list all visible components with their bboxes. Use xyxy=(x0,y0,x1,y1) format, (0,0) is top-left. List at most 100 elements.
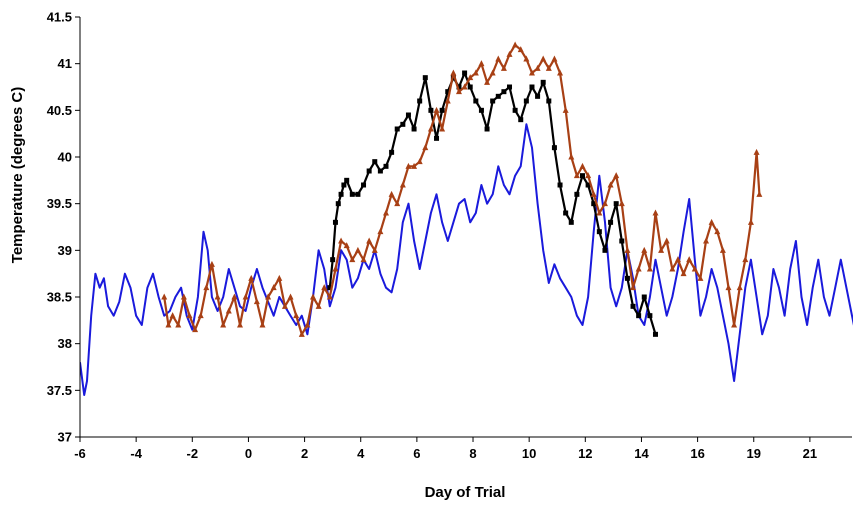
data-point xyxy=(169,312,176,319)
data-point xyxy=(422,75,428,81)
data-point xyxy=(341,182,347,188)
data-point xyxy=(394,126,400,132)
data-point xyxy=(472,69,479,76)
data-point xyxy=(478,107,484,113)
data-point xyxy=(641,294,647,300)
data-point xyxy=(360,256,367,263)
data-point xyxy=(674,256,681,263)
data-point xyxy=(652,331,658,337)
data-point xyxy=(416,158,423,165)
data-point xyxy=(287,293,294,300)
data-point xyxy=(534,64,541,71)
data-point xyxy=(719,246,726,253)
data-point xyxy=(445,89,451,95)
data-point xyxy=(330,257,336,263)
data-point xyxy=(529,84,535,90)
data-point xyxy=(714,228,721,235)
data-point xyxy=(731,321,738,328)
data-point xyxy=(506,50,513,57)
data-point xyxy=(405,162,412,169)
data-point xyxy=(535,93,541,99)
data-point xyxy=(439,125,446,132)
data-point xyxy=(405,112,411,118)
data-point xyxy=(372,159,378,165)
data-point xyxy=(180,293,187,300)
data-point xyxy=(394,200,401,207)
data-point xyxy=(742,256,749,263)
data-point xyxy=(585,182,591,188)
data-point xyxy=(756,190,763,197)
x-tick-label: 8 xyxy=(469,446,476,461)
data-point xyxy=(591,201,597,207)
data-point xyxy=(680,270,687,277)
data-point xyxy=(161,293,168,300)
series-2 xyxy=(327,70,658,337)
data-point xyxy=(327,285,333,291)
x-tick-label: -2 xyxy=(187,446,199,461)
data-point xyxy=(703,237,710,244)
data-point xyxy=(197,312,204,319)
data-point xyxy=(636,313,642,319)
x-axis-title: Day of Trial xyxy=(425,484,506,501)
data-point xyxy=(523,98,529,104)
data-point xyxy=(237,321,244,328)
data-point xyxy=(652,209,659,216)
data-point xyxy=(366,168,372,174)
x-tick-label: 21 xyxy=(803,446,817,461)
data-point xyxy=(335,201,341,207)
data-point xyxy=(422,144,429,151)
data-point xyxy=(490,98,496,104)
data-point xyxy=(349,191,355,197)
data-point xyxy=(736,284,743,291)
data-point xyxy=(523,55,530,62)
data-point xyxy=(557,69,564,76)
data-point xyxy=(613,172,620,179)
data-point xyxy=(596,229,602,235)
data-point xyxy=(461,83,468,90)
data-point xyxy=(624,275,630,281)
data-point xyxy=(450,69,457,76)
data-point xyxy=(473,98,479,104)
data-point xyxy=(371,246,378,253)
data-point xyxy=(647,313,653,319)
data-point xyxy=(253,298,260,305)
y-tick-label: 37 xyxy=(58,430,72,445)
data-point xyxy=(500,64,507,71)
data-point xyxy=(439,107,445,113)
data-point xyxy=(321,284,328,291)
data-point xyxy=(400,121,406,127)
data-point xyxy=(619,238,625,244)
data-point xyxy=(326,293,333,300)
data-point xyxy=(608,219,614,225)
y-tick-label: 39.5 xyxy=(47,196,72,211)
data-point xyxy=(613,201,619,207)
data-point xyxy=(590,190,597,197)
data-point xyxy=(310,293,317,300)
data-point xyxy=(725,284,732,291)
data-point xyxy=(501,89,507,95)
data-point xyxy=(338,191,344,197)
data-point xyxy=(551,55,558,62)
data-point xyxy=(265,293,272,300)
data-point xyxy=(495,93,501,99)
data-point xyxy=(630,303,636,309)
data-point xyxy=(427,125,434,132)
data-point xyxy=(399,181,406,188)
data-point xyxy=(366,237,373,244)
data-point xyxy=(455,88,462,95)
data-point xyxy=(489,69,496,76)
data-point xyxy=(231,293,238,300)
data-point xyxy=(512,41,519,48)
data-point xyxy=(259,321,266,328)
data-point xyxy=(388,190,395,197)
data-point xyxy=(602,247,608,253)
data-point xyxy=(281,302,288,309)
data-point xyxy=(495,55,502,62)
data-point xyxy=(708,218,715,225)
x-tick-label: 12 xyxy=(578,446,592,461)
data-point xyxy=(517,46,524,53)
data-point xyxy=(646,265,653,272)
y-tick-label: 41 xyxy=(58,56,72,71)
data-point xyxy=(377,168,383,174)
